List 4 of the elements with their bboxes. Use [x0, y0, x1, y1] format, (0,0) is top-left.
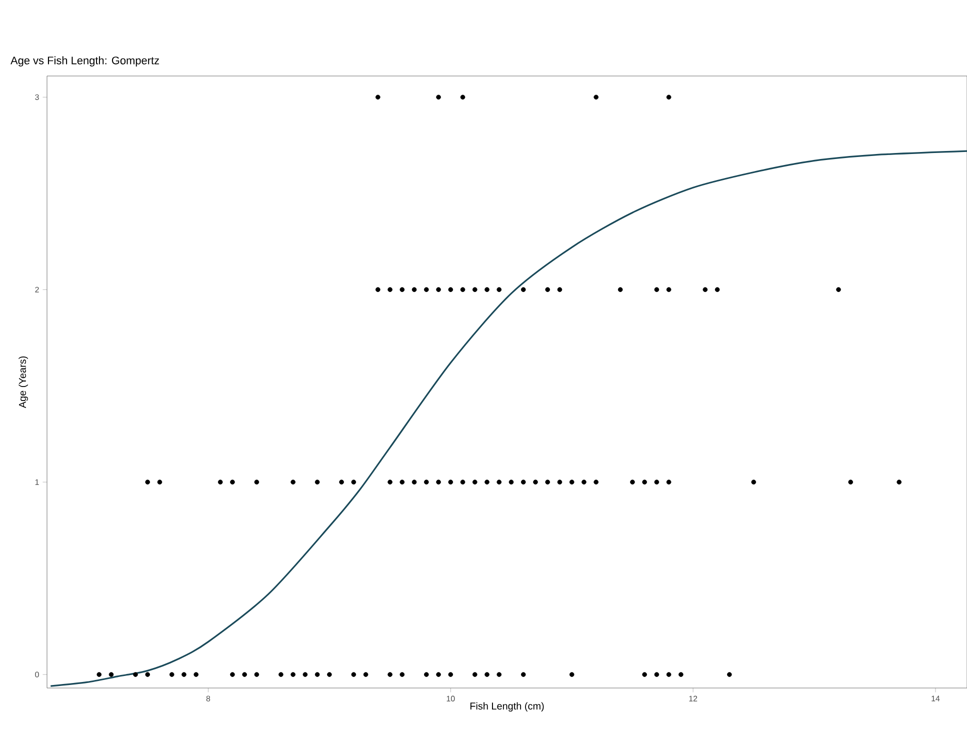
x-axis-title: Fish Length (cm) — [470, 702, 544, 712]
chart-title: Age vs Fish Length: Gompertz — [10, 56, 159, 66]
line-series — [50, 150, 967, 687]
y-axis-title: Age (Years) — [18, 356, 28, 408]
